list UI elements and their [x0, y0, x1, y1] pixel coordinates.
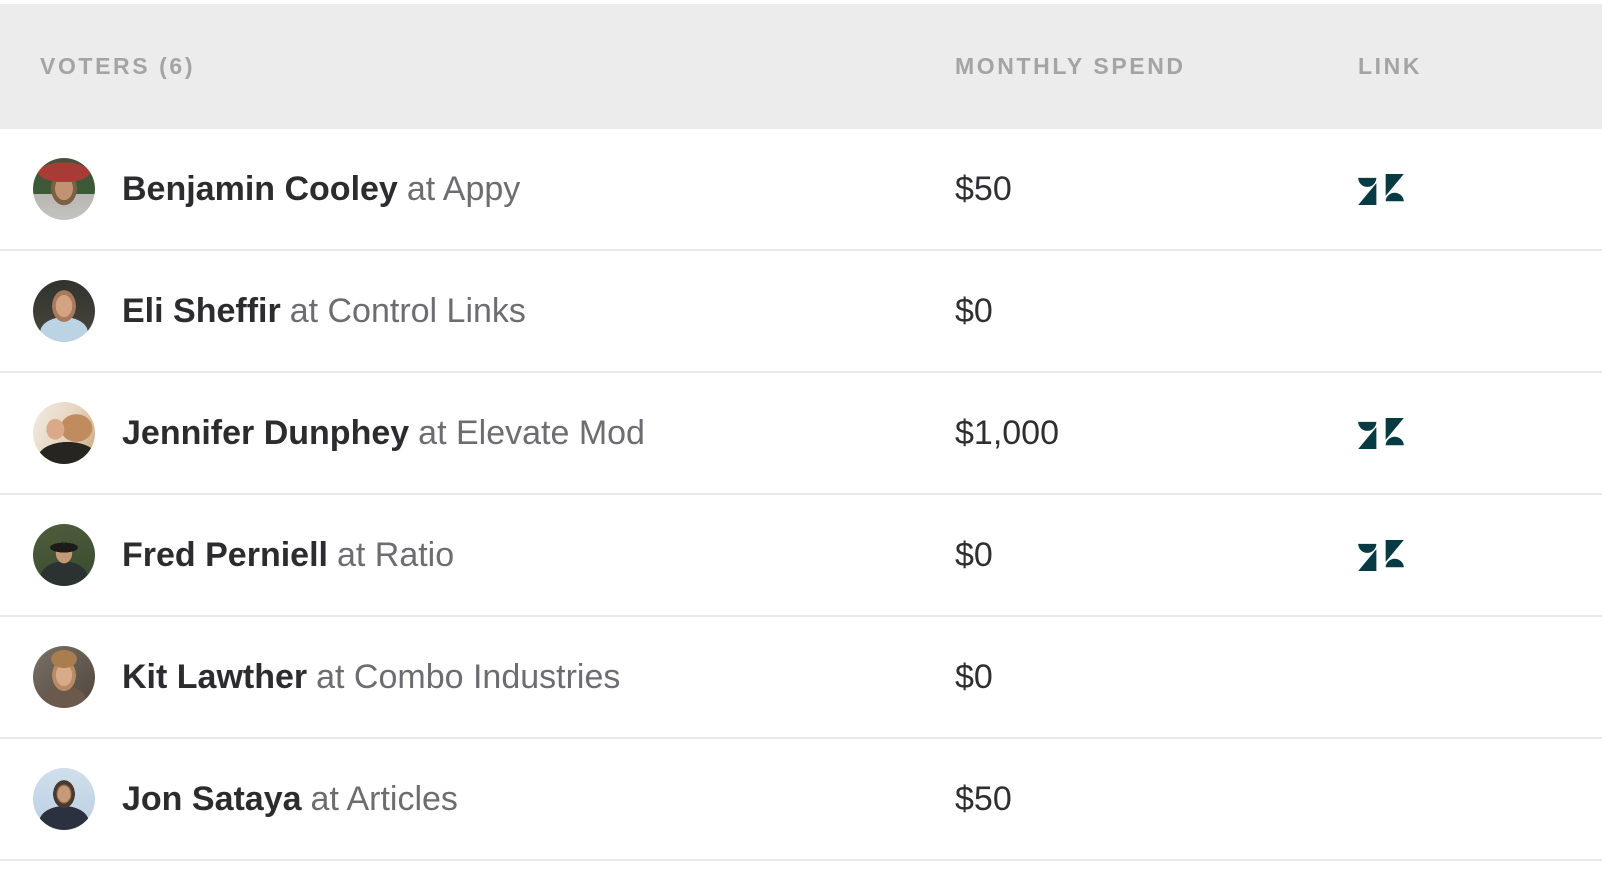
zendesk-link-icon[interactable] [1358, 539, 1404, 571]
voter-name: Jennifer Dunphey [122, 413, 410, 452]
column-header-voters: VOTERS (6) [40, 53, 196, 79]
voter-name: Eli Sheffir [122, 291, 281, 330]
voter-company: at Elevate Mod [418, 413, 645, 452]
voter-name: Benjamin Cooley [122, 169, 398, 208]
monthly-spend-value: $50 [955, 169, 1012, 208]
voter-row[interactable]: Jennifer Dunphey at Elevate Mod $1,000 [0, 373, 1602, 495]
voter-company: at Articles [310, 779, 458, 818]
column-header-link: LINK [1358, 53, 1423, 79]
zendesk-link-icon[interactable] [1358, 173, 1404, 205]
voter-avatar [33, 158, 95, 220]
voters-table: VOTERS (6) MONTHLY SPEND LINK Benjamin C… [0, 4, 1602, 861]
voter-row[interactable]: Jon Sataya at Articles $50 [0, 739, 1602, 861]
monthly-spend-value: $0 [955, 657, 993, 696]
voter-avatar [33, 524, 95, 586]
voter-row[interactable]: Fred Perniell at Ratio $0 [0, 495, 1602, 617]
zendesk-link-icon[interactable] [1358, 417, 1404, 449]
monthly-spend-value: $0 [955, 291, 993, 330]
voter-company: at Control Links [289, 291, 526, 330]
voter-row[interactable]: Benjamin Cooley at Appy $50 [0, 129, 1602, 251]
voter-company: at Appy [406, 169, 521, 208]
voter-name: Fred Perniell [122, 535, 328, 574]
voter-name: Jon Sataya [122, 779, 302, 818]
voter-avatar [33, 280, 95, 342]
voter-avatar [33, 646, 95, 708]
voter-company: at Combo Industries [316, 657, 621, 696]
column-header-monthly-spend: MONTHLY SPEND [955, 53, 1186, 79]
monthly-spend-value: $50 [955, 779, 1012, 818]
voter-name: Kit Lawther [122, 657, 308, 696]
voter-company: at Ratio [336, 535, 455, 574]
table-header: VOTERS (6) MONTHLY SPEND LINK [0, 4, 1602, 129]
monthly-spend-value: $1,000 [955, 413, 1059, 452]
monthly-spend-value: $0 [955, 535, 993, 574]
voter-row[interactable]: Kit Lawther at Combo Industries $0 [0, 617, 1602, 739]
voter-avatar [33, 768, 95, 830]
voter-avatar [33, 402, 95, 464]
voter-row[interactable]: Eli Sheffir at Control Links $0 [0, 251, 1602, 373]
